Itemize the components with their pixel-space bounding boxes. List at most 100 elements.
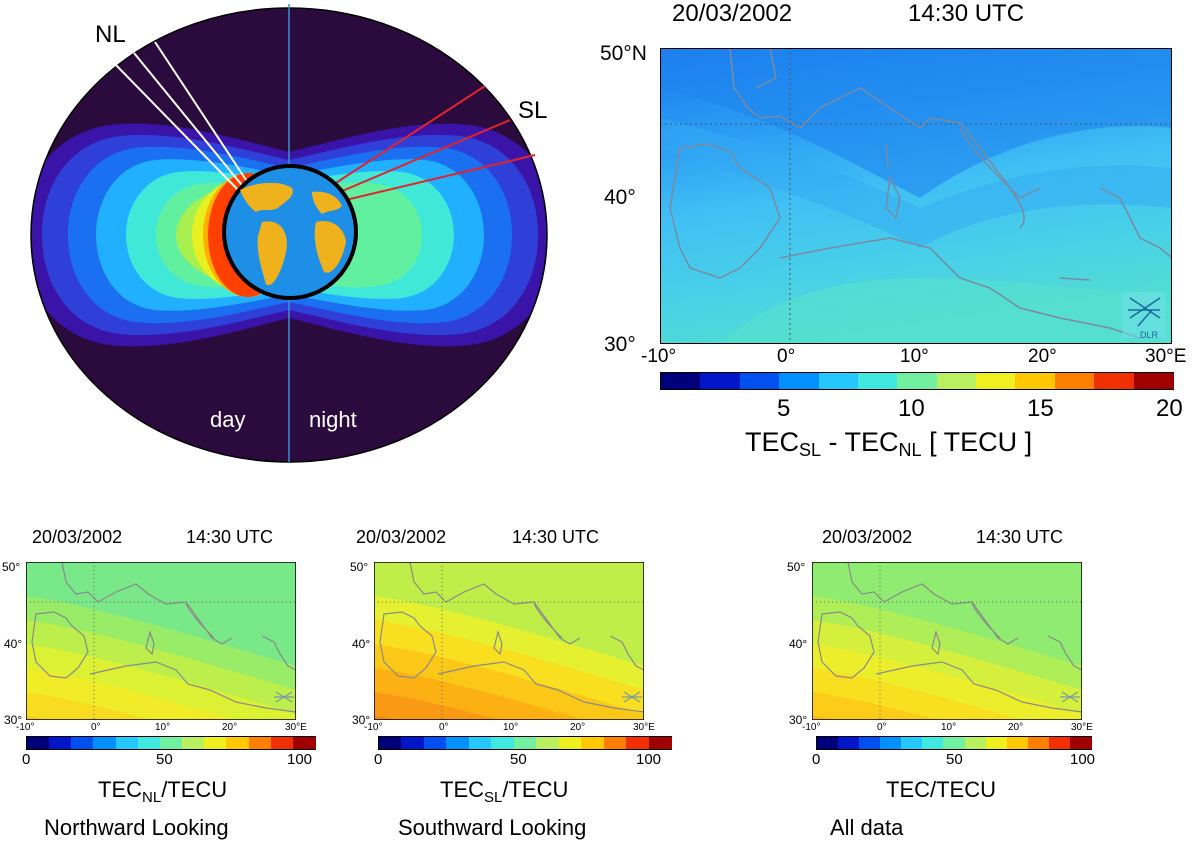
colorbar-step bbox=[1054, 373, 1076, 389]
small-lat-tick-30: 30° bbox=[789, 713, 808, 727]
colorbar-step bbox=[226, 737, 239, 749]
small-map-title: Southward Looking bbox=[398, 815, 587, 840]
colorbar-step bbox=[838, 373, 859, 389]
main-map-panel: 20/03/2002 14:30 UTC 50°N 40° 30° bbox=[590, 0, 1200, 480]
small-lon-tick-10: 10° bbox=[941, 722, 957, 733]
colorbar-step bbox=[159, 737, 172, 749]
colorbar-step bbox=[659, 737, 672, 749]
colorbar-step bbox=[115, 737, 128, 749]
tec-contour-band bbox=[26, 692, 296, 720]
colorbar-step bbox=[1153, 373, 1174, 389]
small-map-caption: TECNL/TECU bbox=[98, 777, 228, 806]
colorbar-step bbox=[1035, 373, 1056, 389]
colorbar-step bbox=[237, 737, 250, 749]
small-cbar-tick-0: 0 bbox=[374, 751, 383, 768]
colorbar-step bbox=[182, 737, 194, 749]
sl-label: SL bbox=[518, 97, 547, 124]
colorbar-step bbox=[379, 737, 391, 749]
small-map-time: 14:30 UTC bbox=[976, 527, 1064, 547]
small-lat-tick-30: 30° bbox=[4, 713, 23, 727]
small-map-caption: TECSL/TECU bbox=[440, 777, 569, 806]
main-cbar-tick-20: 20 bbox=[1156, 395, 1183, 422]
small-map-date: 20/03/2002 bbox=[356, 527, 447, 547]
colorbar-step bbox=[911, 737, 923, 749]
small-lon-tick-10: 10° bbox=[155, 722, 171, 733]
small-lon-tick-30: 30°E bbox=[285, 722, 307, 733]
colorbar-step bbox=[581, 737, 593, 749]
small-colorbar bbox=[816, 736, 1092, 750]
small-lon-tick-0: 0° bbox=[877, 722, 887, 733]
svg-text:DLR: DLR bbox=[1140, 330, 1159, 340]
colorbar-step bbox=[956, 373, 978, 389]
colorbar-step bbox=[1048, 737, 1060, 749]
small-map-northward: 20/03/2002 14:30 UTC 50° 40° 30° -10° 0°… bbox=[0, 515, 330, 842]
colorbar-step bbox=[148, 737, 161, 749]
small-lon-tick-m10: -10° bbox=[802, 722, 821, 733]
colorbar-step bbox=[547, 737, 560, 749]
dlr-logo: DLR bbox=[1122, 292, 1166, 340]
small-cbar-tick-50: 50 bbox=[946, 751, 963, 768]
tec-contour-band bbox=[812, 692, 1082, 720]
colorbar-step bbox=[954, 737, 966, 749]
main-map-time: 14:30 UTC bbox=[908, 0, 1025, 27]
colorbar-step bbox=[1059, 737, 1071, 749]
colorbar-step bbox=[292, 737, 305, 749]
night-label: night bbox=[309, 407, 357, 432]
small-map-title: Northward Looking bbox=[44, 815, 229, 840]
colorbar-step bbox=[637, 737, 650, 749]
small-cbar-tick-100: 100 bbox=[287, 751, 313, 768]
colorbar-step bbox=[848, 737, 860, 749]
small-lon-tick-20: 20° bbox=[1008, 722, 1024, 733]
colorbar-step bbox=[943, 737, 955, 749]
small-cbar-tick-100: 100 bbox=[636, 751, 662, 768]
colorbar-step bbox=[838, 737, 850, 749]
colorbar-step bbox=[281, 737, 294, 749]
colorbar-step bbox=[1113, 373, 1135, 389]
small-cbar-tick-50: 50 bbox=[156, 751, 173, 768]
small-lat-tick-40: 40° bbox=[352, 637, 371, 651]
colorbar-step bbox=[1069, 737, 1081, 749]
small-cbar-tick-0: 0 bbox=[812, 751, 821, 768]
colorbar-step bbox=[932, 737, 944, 749]
tec-contour-band bbox=[374, 692, 644, 720]
main-map-date: 20/03/2002 bbox=[672, 0, 793, 27]
main-colorbar bbox=[660, 372, 1174, 390]
main-lon-tick-10: 10° bbox=[900, 346, 929, 367]
colorbar-step bbox=[1006, 737, 1018, 749]
small-lon-tick-0: 0° bbox=[91, 722, 101, 733]
ionosphere-schematic: NL SL day night bbox=[30, 4, 548, 463]
colorbar-step bbox=[996, 737, 1008, 749]
colorbar-step bbox=[435, 737, 447, 749]
colorbar-step bbox=[603, 737, 616, 749]
main-lon-tick-20: 20° bbox=[1028, 346, 1057, 367]
small-lat-tick-40: 40° bbox=[4, 637, 23, 651]
colorbar-step bbox=[60, 737, 72, 749]
small-colorbar bbox=[26, 736, 316, 750]
main-lat-tick-50: 50°N bbox=[600, 42, 647, 65]
colorbar-step bbox=[401, 737, 414, 749]
tec-nl-map bbox=[26, 562, 296, 720]
colorbar-step bbox=[457, 737, 470, 749]
colorbar-step bbox=[82, 737, 95, 749]
colorbar-step bbox=[423, 737, 436, 749]
coastlines bbox=[817, 562, 1082, 713]
colorbar-step bbox=[126, 737, 139, 749]
colorbar-step bbox=[818, 373, 840, 389]
small-map-time: 14:30 UTC bbox=[186, 527, 274, 547]
colorbar-step bbox=[215, 737, 227, 749]
small-colorbar bbox=[378, 736, 672, 750]
colorbar-step bbox=[137, 737, 150, 749]
colorbar-step bbox=[491, 737, 504, 749]
dlr-logo bbox=[1060, 691, 1080, 703]
small-lat-tick-50: 50° bbox=[2, 560, 21, 574]
colorbar-step bbox=[1094, 373, 1115, 389]
colorbar-step bbox=[49, 737, 61, 749]
colorbar-step bbox=[779, 373, 800, 389]
main-coastlines bbox=[669, 48, 1172, 339]
northward-rays bbox=[113, 41, 251, 193]
small-lat-tick-50: 50° bbox=[350, 560, 369, 574]
small-lon-tick-10: 10° bbox=[503, 722, 519, 733]
small-lon-tick-20: 20° bbox=[222, 722, 238, 733]
colorbar-step bbox=[1074, 373, 1096, 389]
colorbar-step bbox=[922, 737, 934, 749]
